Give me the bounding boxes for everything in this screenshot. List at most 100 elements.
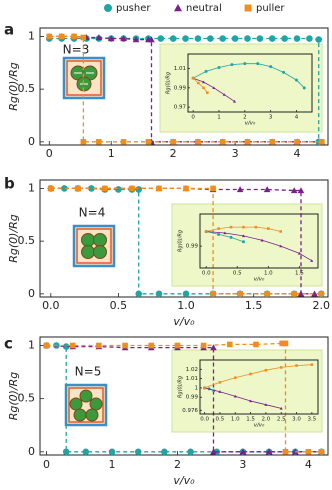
- data-point: [260, 238, 264, 242]
- data-point: [233, 394, 237, 398]
- x-tick-label: 0.5: [216, 417, 225, 423]
- data-point: [306, 35, 313, 42]
- inset-background: [159, 43, 323, 133]
- panel-label: c: [4, 335, 13, 353]
- y-tick-label: 1: [28, 29, 35, 42]
- data-point: [265, 448, 273, 455]
- data-point: [219, 139, 226, 145]
- plot-frame: [199, 213, 319, 269]
- data-point: [244, 139, 251, 145]
- data-point: [295, 364, 298, 367]
- data-point: [229, 225, 233, 229]
- x-tick-label: 4: [295, 115, 299, 121]
- data-point: [115, 186, 122, 193]
- data-point: [268, 35, 276, 42]
- x-tick-label: 0.0: [202, 271, 211, 277]
- data-point: [279, 230, 283, 233]
- y-axis-label: Rg(0)/Rg: [7, 214, 20, 263]
- data-point: [279, 244, 283, 248]
- series-line: [192, 77, 208, 93]
- data-point: [156, 185, 162, 192]
- data-point: [241, 234, 245, 238]
- x-tick-label: 2.0: [312, 299, 330, 312]
- legend-label: pusher: [116, 3, 151, 14]
- data-point: [102, 185, 108, 192]
- data-point: [145, 139, 152, 145]
- data-point: [282, 449, 289, 455]
- data-point: [310, 363, 314, 366]
- data-point: [148, 342, 155, 349]
- data-point: [233, 376, 237, 379]
- data-point: [170, 139, 176, 145]
- x-tick-label: 1: [217, 115, 221, 121]
- x-tick-label: 2: [170, 147, 177, 160]
- x-tick-label: 2.0: [262, 417, 271, 423]
- data-point: [155, 290, 163, 298]
- data-point: [227, 341, 233, 348]
- data-point: [264, 291, 270, 297]
- legend-label: puller: [256, 3, 285, 14]
- data-point: [174, 342, 181, 349]
- data-point: [290, 187, 298, 194]
- plot-frame: [39, 336, 329, 456]
- data-point: [253, 341, 259, 348]
- data-point: [282, 70, 286, 74]
- data-point: [218, 390, 222, 393]
- annotation: N=5: [75, 365, 102, 379]
- data-point: [222, 93, 226, 96]
- data-point: [203, 386, 206, 390]
- data-point: [264, 403, 268, 406]
- x-tick-label: 1.5: [295, 271, 304, 277]
- data-point: [243, 62, 247, 66]
- inset-background: [171, 349, 323, 433]
- series-line: [193, 63, 305, 89]
- data-point: [293, 35, 301, 42]
- x-tick-label: 3: [232, 147, 239, 160]
- panel-label: a: [4, 21, 14, 39]
- data-point: [212, 86, 216, 90]
- data-point: [233, 99, 236, 103]
- y-tick-label: 1.02: [186, 367, 198, 373]
- data-point: [48, 185, 54, 192]
- data-point: [297, 187, 305, 194]
- data-point: [219, 35, 227, 42]
- data-point: [231, 35, 239, 42]
- series-line: [49, 37, 320, 142]
- data-point: [210, 185, 216, 192]
- y-tick-label: 0: [28, 135, 35, 148]
- x-tick-label: 2.5: [277, 417, 286, 423]
- data-point: [249, 399, 253, 403]
- y-tick-label: 1.01: [174, 66, 186, 72]
- data-point: [297, 251, 301, 255]
- data-point: [264, 368, 268, 372]
- data-point: [310, 259, 314, 262]
- data-point: [241, 240, 245, 244]
- data-point: [249, 372, 252, 376]
- data-point: [230, 63, 234, 67]
- x-tick-label: 2: [243, 115, 247, 121]
- inset-background: [171, 203, 323, 287]
- data-point: [291, 291, 298, 297]
- y-tick-label: 0.5: [18, 82, 36, 95]
- data-point: [263, 186, 271, 193]
- data-point: [122, 342, 128, 349]
- x-tick-label: 1: [109, 458, 116, 471]
- data-point: [96, 139, 102, 145]
- y-tick-label: 0.97: [174, 105, 187, 111]
- data-point: [279, 366, 283, 369]
- data-point: [223, 231, 227, 235]
- x-tick-label: 0: [191, 115, 195, 121]
- data-point: [95, 34, 103, 41]
- y-tick-label: 0.99: [186, 395, 199, 401]
- data-point: [207, 35, 214, 42]
- data-point: [236, 186, 244, 193]
- data-point: [62, 448, 70, 456]
- data-point: [204, 230, 208, 233]
- data-point: [210, 448, 217, 455]
- data-point: [88, 185, 95, 192]
- data-point: [279, 406, 283, 410]
- data-point: [318, 291, 325, 297]
- series-line: [204, 387, 282, 409]
- data-point: [315, 36, 323, 43]
